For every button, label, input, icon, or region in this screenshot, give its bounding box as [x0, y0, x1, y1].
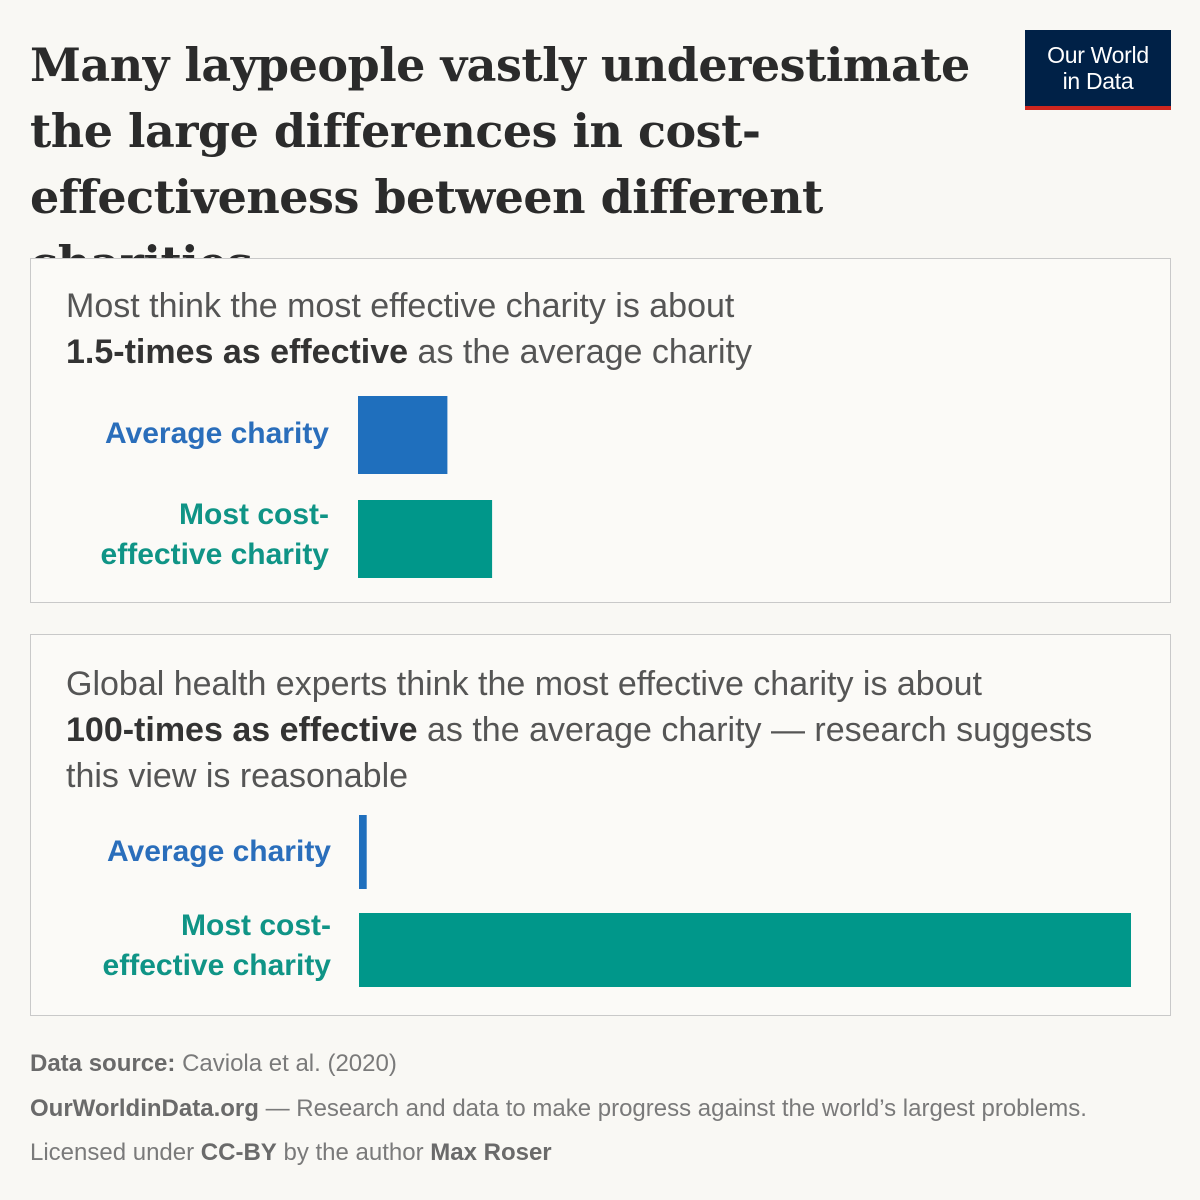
statement-text-post: as the average charity	[417, 333, 753, 371]
category-label-line: Average charity	[104, 417, 329, 450]
category-label-line: Average charity	[106, 835, 331, 868]
source-label: Data source:	[30, 1050, 176, 1077]
statement-text-bold: 100-times as effective	[66, 711, 418, 749]
experts-statement: Global health experts think the most eff…	[66, 661, 1146, 799]
site-line: OurWorldinData.org — Research and data t…	[30, 1095, 1190, 1123]
site-link[interactable]: OurWorldinData.org	[30, 1095, 259, 1122]
bar-average-charity	[359, 815, 367, 889]
statement-text-post: as the average charity — research sugges…	[66, 711, 1093, 795]
chart-title: Many laypeople vastly underestimate the …	[30, 38, 970, 290]
author-name: Max Roser	[430, 1139, 552, 1166]
bar-most-effective-charity	[358, 500, 493, 578]
category-label-most-effective: Most cost- effective charity	[31, 495, 329, 575]
category-label-line: Most cost-	[179, 498, 329, 531]
source-text[interactable]: Caviola et al. (2020)	[182, 1050, 397, 1077]
license-mid: by the author	[283, 1139, 424, 1166]
category-label-line: Most cost-	[181, 909, 331, 942]
statement-text-pre: Global health experts think the most eff…	[66, 665, 982, 703]
category-label-most-effective: Most cost- effective charity	[33, 906, 331, 986]
statement-text-pre: Most think the most effective charity is…	[66, 287, 735, 325]
experts-panel: Global health experts think the most eff…	[30, 634, 1171, 1016]
owid-logo[interactable]: Our World in Data	[1025, 30, 1171, 110]
logo-line-1: Our World	[1047, 42, 1149, 68]
laypeople-bar-chart	[358, 396, 493, 578]
category-label-line: effective charity	[102, 949, 331, 982]
laypeople-statement: Most think the most effective charity is…	[66, 283, 1146, 375]
category-label-line: effective charity	[100, 538, 329, 571]
laypeople-panel: Most think the most effective charity is…	[30, 258, 1171, 603]
experts-bar-chart	[359, 815, 1131, 987]
site-description: — Research and data to make progress aga…	[265, 1095, 1087, 1122]
bar-average-charity	[358, 396, 448, 474]
category-label-average: Average charity	[33, 832, 331, 872]
license-link[interactable]: CC-BY	[200, 1139, 277, 1166]
bar-most-effective-charity	[359, 913, 1131, 987]
data-source-line: Data source: Caviola et al. (2020)	[30, 1050, 1190, 1078]
category-label-average: Average charity	[31, 414, 329, 454]
license-line: Licensed under CC-BY by the author Max R…	[30, 1139, 1190, 1167]
license-pre: Licensed under	[30, 1139, 195, 1166]
statement-text-bold: 1.5-times as effective	[66, 333, 409, 371]
logo-line-2: in Data	[1062, 68, 1134, 94]
